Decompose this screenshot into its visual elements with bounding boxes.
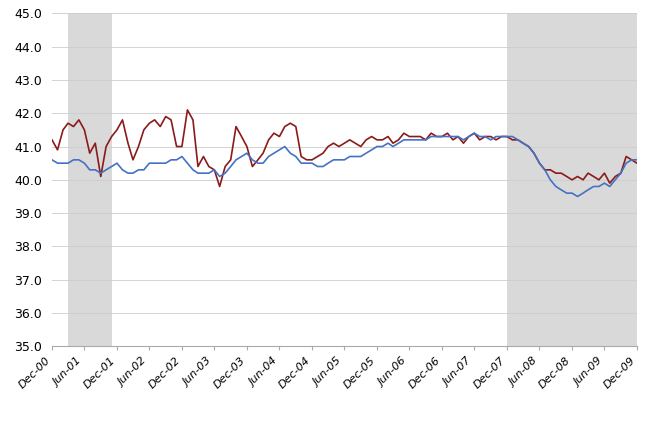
- Bar: [68, 13, 112, 346]
- Bar: [507, 13, 637, 346]
- Line: Illinois: Illinois: [52, 110, 637, 186]
- Line: US: US: [52, 133, 637, 197]
